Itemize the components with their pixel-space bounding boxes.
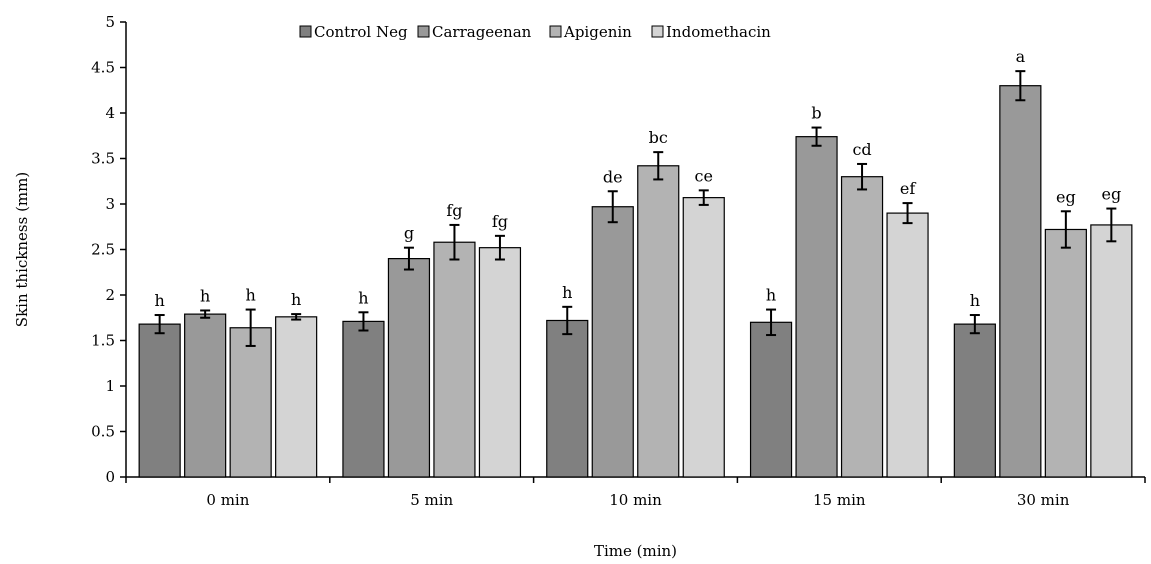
y-tick-label: 0.5 <box>91 423 115 441</box>
data-label: h <box>291 290 301 309</box>
data-label: ce <box>695 166 713 185</box>
bar <box>591 206 634 478</box>
bar <box>138 323 181 478</box>
legend-swatch <box>417 25 430 38</box>
x-axis-title: Time (min) <box>594 542 677 560</box>
data-label: fg <box>492 212 508 231</box>
x-tick-label: 15 min <box>813 491 866 509</box>
data-label: a <box>1016 47 1026 66</box>
legend-label: Control Neg <box>314 23 408 41</box>
data-label: eg <box>1101 185 1121 204</box>
bar <box>749 321 793 478</box>
bar <box>682 197 725 478</box>
data-label: h <box>245 286 255 305</box>
data-label: g <box>404 224 414 243</box>
x-tick-label: 0 min <box>206 491 249 509</box>
legend-label: Apigenin <box>563 23 632 41</box>
data-label: eg <box>1056 187 1076 206</box>
y-tick-label: 1.5 <box>91 332 115 350</box>
legend-label: Indomethacin <box>666 23 771 41</box>
y-tick-label: 3 <box>105 195 115 213</box>
y-tick-label: 2 <box>105 286 115 304</box>
bar <box>953 323 996 478</box>
bar <box>387 258 431 478</box>
bar <box>184 313 227 478</box>
y-tick-label: 4 <box>105 104 115 122</box>
data-label: ef <box>900 179 916 198</box>
x-tick-label: 30 min <box>1017 491 1070 509</box>
data-label: h <box>562 283 572 302</box>
legend: Control Neg Carrageenan Apigenin Indomethac… <box>299 23 771 41</box>
y-tick-label: 1 <box>105 377 115 395</box>
data-label: bc <box>649 128 668 147</box>
data-label: h <box>200 286 210 305</box>
x-tick-label: 10 min <box>609 491 662 509</box>
y-tick-label: 4.5 <box>91 59 115 77</box>
data-label: cd <box>852 140 871 159</box>
plot-area: 0 0.5 1 1.5 2 2.5 3 3.5 4 4.5 5 0 min 5 min 10 min 15 … <box>91 13 1146 509</box>
bar <box>546 319 589 478</box>
data-label: b <box>811 104 821 123</box>
y-tick-label: 2.5 <box>91 241 115 259</box>
y-tick-label: 0 <box>105 468 115 486</box>
legend-swatch <box>651 25 664 38</box>
bar <box>1090 224 1133 478</box>
bar <box>478 247 522 478</box>
bar <box>433 241 476 478</box>
bar <box>229 327 272 478</box>
y-axis-title: Skin thickness (mm) <box>13 172 31 327</box>
legend-swatch <box>549 25 562 38</box>
data-label: fg <box>446 201 462 220</box>
data-label: de <box>603 167 623 186</box>
y-tick-label: 5 <box>105 13 115 31</box>
bar <box>1044 228 1087 478</box>
legend-swatch <box>299 25 312 38</box>
data-label: h <box>766 286 776 305</box>
y-tick-label: 3.5 <box>91 150 115 168</box>
bar <box>275 316 318 478</box>
data-label: h <box>358 288 368 307</box>
data-label: h <box>154 291 164 310</box>
bar <box>342 320 385 478</box>
bar <box>886 212 929 478</box>
bar <box>637 165 680 478</box>
x-tick-label: 5 min <box>410 491 453 509</box>
data-label: h <box>970 291 980 310</box>
bar <box>840 176 884 478</box>
legend-label: Carrageenan <box>432 23 532 41</box>
bar <box>795 136 838 478</box>
bar <box>999 85 1042 478</box>
